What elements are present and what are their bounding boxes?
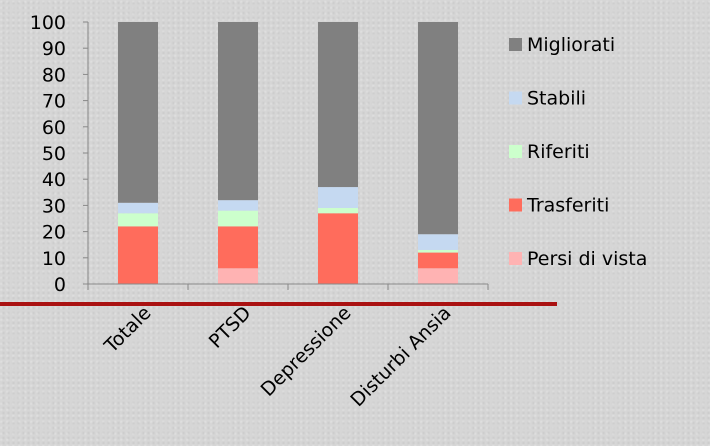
legend-label: Riferiti [527, 141, 590, 163]
y-tick-label: 40 [42, 169, 66, 191]
bar-segment-riferiti-1 [218, 210, 258, 227]
bar-segment-stabili-3 [418, 234, 458, 250]
bar-segment-trasferiti-1 [218, 226, 258, 269]
y-tick-label: 30 [42, 195, 66, 217]
x-category-label: Depressione [257, 302, 356, 401]
y-tick-label: 50 [42, 143, 66, 165]
bar-segment-trasferiti-2 [318, 213, 358, 284]
y-tick-label: 70 [42, 91, 66, 113]
bar-segment-persi-di-vista-3 [418, 268, 458, 284]
y-tick-label: 20 [42, 222, 66, 244]
legend-swatch [509, 145, 522, 158]
bar-segment-migliorati-2 [318, 22, 358, 188]
y-tick-label: 100 [30, 12, 66, 34]
bar-segment-trasferiti-3 [418, 252, 458, 269]
legend-swatch [509, 38, 522, 51]
baseline-rule [0, 302, 557, 306]
legend-swatch [509, 198, 522, 212]
legend-label: Stabili [527, 88, 586, 110]
x-category-label: Totale [100, 302, 156, 358]
bar-segment-trasferiti-0 [118, 226, 158, 284]
y-tick-label: 0 [54, 274, 66, 296]
y-tick-label: 60 [42, 117, 66, 139]
bar-segment-stabili-2 [318, 187, 358, 209]
bar-segment-riferiti-3 [418, 249, 458, 253]
y-tick-label: 10 [42, 248, 66, 270]
legend-swatch [509, 252, 522, 265]
bars-layer [118, 22, 458, 284]
legend-label: Trasferiti [526, 195, 609, 217]
bar-segment-stabili-1 [218, 200, 258, 211]
bar-segment-riferiti-2 [318, 208, 358, 214]
axes-layer: 0 10 20 30 40 50 60 70 80 90 100 Totale PTSD Depressi… [0, 12, 557, 411]
x-category-label: PTSD [205, 302, 256, 353]
bar-segment-persi-di-vista-1 [218, 268, 258, 284]
legend-label: Persi di vista [527, 248, 647, 270]
legend-label: Migliorati [527, 34, 615, 56]
legend: Migliorati Stabili Riferiti Trasferiti Persi… [509, 34, 647, 270]
legend-swatch [509, 91, 522, 105]
bar-segment-riferiti-0 [118, 213, 158, 227]
bar-segment-migliorati-0 [118, 22, 158, 203]
bar-segment-stabili-0 [118, 202, 158, 214]
bar-segment-migliorati-3 [418, 22, 458, 235]
y-tick-label: 90 [42, 38, 66, 60]
bar-segment-migliorati-1 [218, 22, 258, 201]
y-tick-label: 80 [42, 64, 66, 86]
x-category-label: Disturbi Ansia [346, 302, 455, 411]
